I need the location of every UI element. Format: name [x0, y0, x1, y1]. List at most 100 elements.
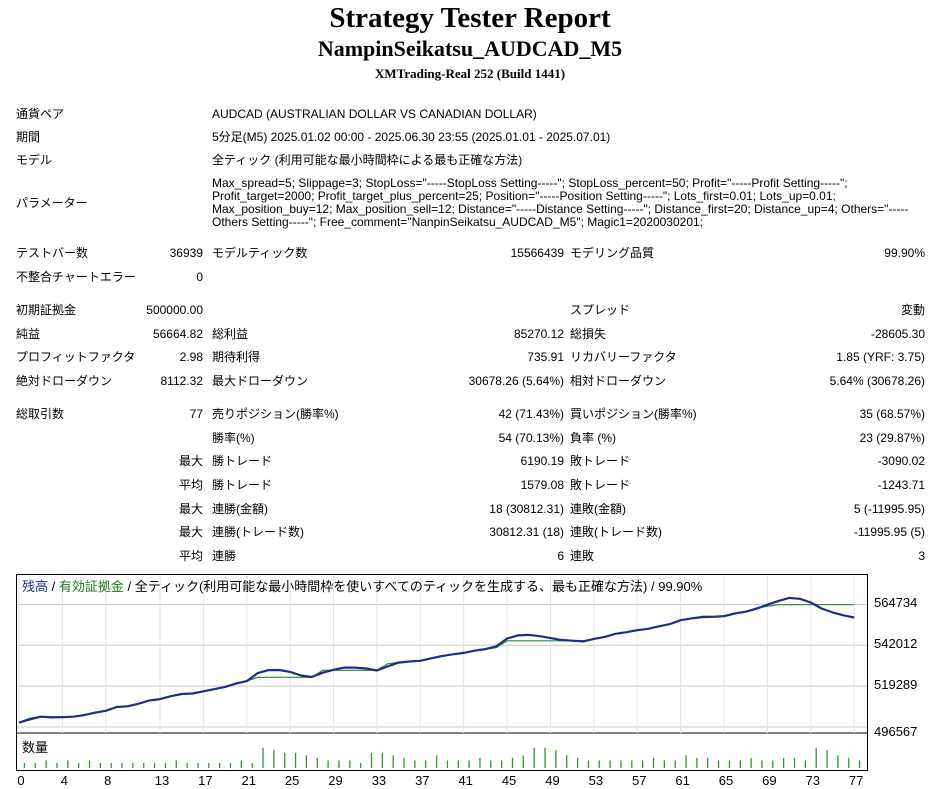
- bars-label: テストバー数: [16, 246, 89, 260]
- profit-factor-label: プロフィットファクタ: [16, 350, 136, 364]
- balance-line: [18, 596, 855, 724]
- y-tick-label: 496567: [874, 724, 918, 739]
- params-label: パラメーター: [16, 196, 88, 210]
- cons-wins-amount-value: 18 (30812.31): [489, 502, 564, 516]
- x-tick-label: 45: [501, 773, 517, 788]
- quality-value: 99.90%: [884, 246, 925, 260]
- cons-wins-amount-label: 連勝(金額): [212, 502, 268, 516]
- x-tick-label: 13: [154, 773, 170, 788]
- server-build: XMTrading-Real 252 (Build 1441): [374, 66, 566, 81]
- report-title: Strategy Tester Report: [329, 2, 611, 34]
- avg-loss-label: 敗トレード: [570, 478, 631, 492]
- max-prefix-1: 最大: [178, 454, 203, 468]
- cons-losses-count-value: -11995.95 (5): [853, 525, 925, 539]
- x-tick-label: 25: [284, 773, 300, 788]
- model-value: 全ティック (利用可能な最小時間枠による最も正確な方法): [212, 153, 523, 167]
- expected-payoff-label: 期待利得: [212, 350, 261, 364]
- max-loss-label: 敗トレード: [570, 454, 631, 468]
- x-tick-label: 37: [415, 773, 430, 788]
- gross-profit-label: 総利益: [212, 327, 249, 341]
- short-positions-label: 売りポジション(勝率%): [212, 407, 339, 421]
- x-tick-label: 0: [17, 773, 25, 788]
- period-label: 期間: [16, 130, 41, 144]
- max-win-label: 勝トレード: [212, 454, 273, 468]
- x-tick-label: 21: [241, 773, 256, 788]
- balance-chart: [16, 574, 868, 771]
- cons-wins-count-value: 30812.31 (18): [489, 525, 564, 539]
- x-tick-label: 77: [848, 773, 864, 788]
- mismatch-value: 0: [196, 270, 203, 284]
- y-tick-label: 519289: [874, 677, 918, 693]
- rel-drawdown-label: 相対ドローダウン: [570, 374, 667, 388]
- max-prefix-3: 最大: [178, 525, 203, 539]
- max-loss-value: -3090.02: [877, 454, 925, 468]
- max-prefix-2: 最大: [178, 502, 203, 516]
- spread-label: スプレッド: [570, 303, 631, 317]
- max-drawdown-label: 最大ドローダウン: [212, 374, 309, 388]
- max-drawdown-value: 30678.26 (5.64%): [468, 374, 564, 388]
- x-tick-label: 65: [718, 773, 734, 788]
- params-value: Max_spread=5; Slippage=3; StopLoss="----…: [212, 176, 909, 229]
- spread-value: 変動: [900, 303, 925, 317]
- x-tick-label: 33: [371, 773, 387, 788]
- win-rate-value: 54 (70.13%): [498, 431, 564, 445]
- avg-loss-value: -1243.71: [877, 478, 925, 492]
- cons-losses-count-label: 連敗(トレード数): [570, 525, 662, 539]
- symbol-value: AUDCAD (AUSTRALIAN DOLLAR VS CANADIAN DO…: [212, 107, 537, 121]
- short-positions-value: 42 (71.43%): [498, 407, 564, 421]
- abs-drawdown-label: 絶対ドローダウン: [16, 374, 113, 388]
- max-win-value: 6190.19: [520, 454, 564, 468]
- x-tick-label: 69: [762, 773, 777, 788]
- y-tick-label: 564734: [874, 595, 918, 611]
- avg-cons-losses-label: 連敗: [570, 549, 595, 563]
- expected-payoff-value: 735.91: [527, 350, 564, 364]
- x-tick-label: 8: [104, 773, 112, 788]
- profit-factor-value: 2.98: [179, 350, 203, 364]
- x-tick-label: 49: [545, 773, 560, 788]
- x-tick-label: 61: [675, 773, 690, 788]
- deposit-label: 初期証拠金: [16, 303, 77, 317]
- total-trades-value: 77: [189, 407, 203, 421]
- loss-rate-value: 23 (29.87%): [859, 431, 925, 445]
- bars-value: 36939: [169, 246, 203, 260]
- model-label: モデル: [16, 153, 53, 167]
- equity-line: [18, 604, 855, 724]
- avg-win-value: 1579.08: [520, 478, 564, 492]
- recovery-factor-value: 1.85 (YRF: 3.75): [836, 350, 925, 364]
- period-value: 5分足(M5) 2025.01.02 00:00 - 2025.06.30 23…: [212, 130, 611, 144]
- legend-separator-2: /: [123, 579, 135, 594]
- avg-prefix-1: 平均: [178, 478, 203, 492]
- cons-losses-amount-value: 5 (-11995.95): [853, 502, 925, 516]
- deposit-value: 500000.00: [146, 303, 203, 317]
- x-tick-label: 57: [631, 773, 647, 788]
- x-tick-label: 4: [60, 773, 68, 788]
- x-tick-label: 73: [805, 773, 820, 788]
- quality-label: モデリング品質: [570, 246, 655, 260]
- avg-cons-losses-value: 3: [918, 549, 925, 563]
- legend-equity: 有効証拠金: [58, 579, 124, 594]
- chart-legend: 残高 / 有効証拠金 / 全ティック(利用可能な最小時間枠を使いすべてのティック…: [22, 576, 702, 595]
- expert-name: NampinSeikatsu_AUDCAD_M5: [317, 36, 623, 61]
- chart-svg: [17, 575, 867, 768]
- recovery-factor-label: リカバリーファクタ: [570, 350, 677, 364]
- symbol-label: 通貨ペア: [16, 107, 65, 121]
- avg-prefix-2: 平均: [178, 549, 203, 563]
- y-tick-label: 542012: [874, 636, 918, 652]
- avg-cons-wins-value: 6: [557, 549, 564, 563]
- cons-wins-count-label: 連勝(トレード数): [212, 525, 304, 539]
- x-tick-label: 17: [198, 773, 213, 788]
- x-tick-label: 29: [328, 773, 343, 788]
- gross-loss-label: 総損失: [570, 327, 607, 341]
- avg-cons-wins-label: 連勝: [212, 549, 237, 563]
- cons-losses-amount-label: 連敗(金額): [570, 502, 626, 516]
- mismatch-label: 不整合チャートエラー: [16, 270, 136, 284]
- legend-separator-1: /: [48, 579, 59, 594]
- gross-loss-value: -28605.30: [870, 327, 925, 341]
- legend-balance: 残高: [22, 579, 49, 594]
- rel-drawdown-value: 5.64% (30678.26): [829, 374, 925, 388]
- x-tick-label: 53: [588, 773, 604, 788]
- ticks-label: モデルティック数: [212, 246, 308, 260]
- avg-win-label: 勝トレード: [212, 478, 273, 492]
- net-profit-value: 56664.82: [152, 327, 203, 341]
- ticks-value: 15566439: [510, 246, 564, 260]
